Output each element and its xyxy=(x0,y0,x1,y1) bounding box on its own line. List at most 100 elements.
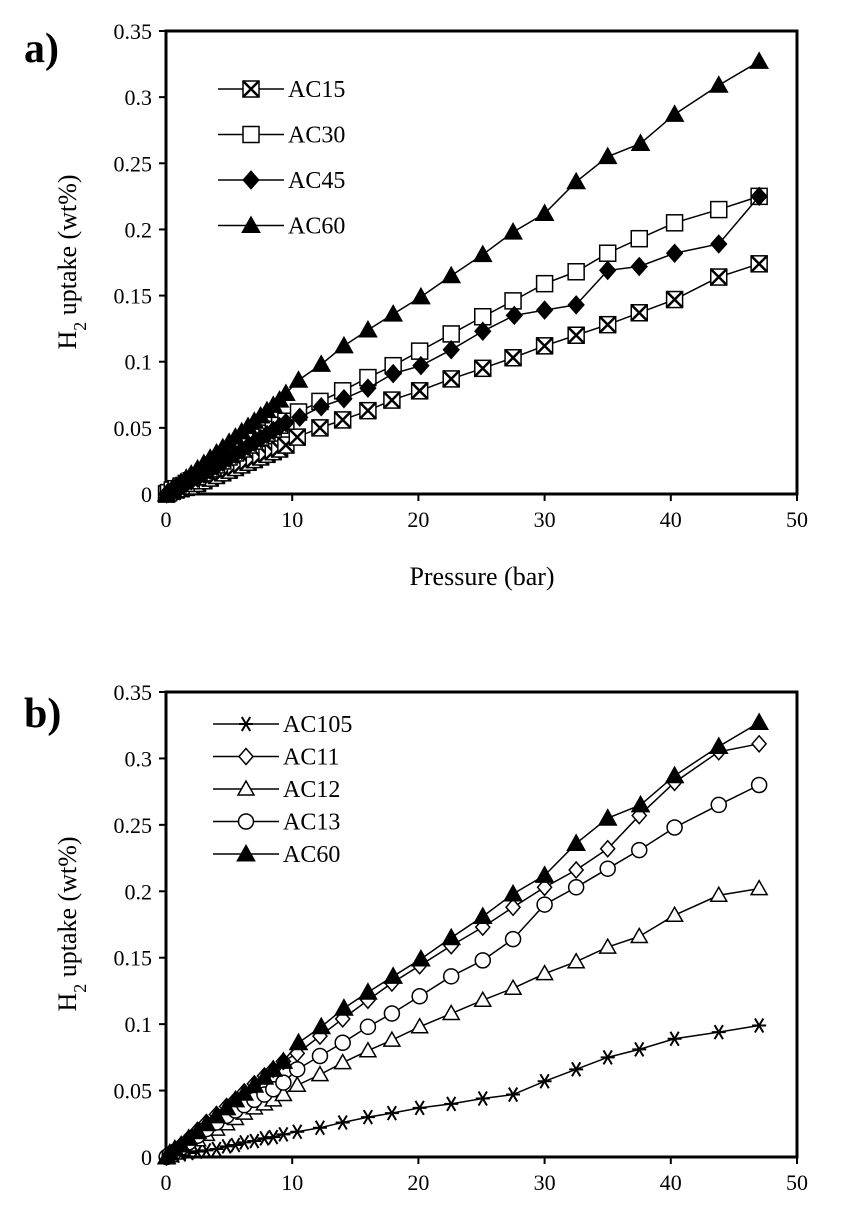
data-point xyxy=(335,389,353,409)
data-point xyxy=(750,186,768,207)
y-tick-label: 0.2 xyxy=(125,217,153,242)
panel-label-a: a) xyxy=(24,26,59,72)
legend-marker xyxy=(238,747,254,766)
data-point xyxy=(503,978,523,996)
legend-label: AC30 xyxy=(288,123,345,149)
y-tick-label: 0 xyxy=(141,1145,152,1170)
x-tick-label: 50 xyxy=(786,1170,808,1195)
y-tick-label: 0.15 xyxy=(114,946,153,971)
x-tick-label: 0 xyxy=(161,1170,172,1195)
data-point xyxy=(708,736,729,754)
legend-item-ac11: AC11 xyxy=(213,745,339,771)
data-point xyxy=(334,998,354,1016)
data-point xyxy=(334,335,354,354)
series-ac12 xyxy=(157,879,769,1164)
data-point xyxy=(384,1105,399,1121)
y-tick-label: 0.15 xyxy=(114,284,153,309)
legend-marker xyxy=(237,813,255,830)
data-point xyxy=(288,428,307,447)
data-point xyxy=(288,370,309,388)
data-point xyxy=(630,229,648,248)
y-tick-label: 0 xyxy=(141,482,152,507)
data-point xyxy=(535,336,554,355)
data-point xyxy=(474,952,492,969)
data-point xyxy=(709,885,729,903)
data-point xyxy=(535,274,554,293)
data-point xyxy=(473,359,492,378)
data-point xyxy=(506,1087,521,1103)
chart-panel-a: a) 0 0.05 0.1 0.15 0.2 0.25 0.3 0.35 0 10 20 30 40 5… xyxy=(24,19,808,591)
data-point xyxy=(749,51,769,69)
data-point xyxy=(598,315,617,334)
legend-item-ac12: AC12 xyxy=(213,777,340,803)
data-point xyxy=(665,290,684,309)
legend-label: AC60 xyxy=(288,214,345,240)
data-point xyxy=(600,1049,615,1065)
data-point xyxy=(568,860,585,880)
y-tick-label: 0.3 xyxy=(125,746,153,771)
data-point xyxy=(444,1096,459,1112)
y-tick-label: 0.1 xyxy=(125,350,153,375)
data-point xyxy=(383,304,404,322)
data-point xyxy=(441,265,462,284)
data-point xyxy=(631,841,648,859)
legend-item-ac15: AC15 xyxy=(218,77,345,103)
data-point xyxy=(567,295,585,315)
data-point xyxy=(567,263,585,281)
data-point xyxy=(504,930,522,948)
series-ac60 xyxy=(156,712,769,1165)
data-point xyxy=(442,340,460,360)
legend-marker xyxy=(239,716,253,732)
data-point xyxy=(311,1016,332,1035)
data-point xyxy=(411,987,428,1005)
data-point xyxy=(275,1074,292,1091)
data-point xyxy=(566,171,587,190)
x-tick-label: 20 xyxy=(407,507,429,532)
y-tick-label: 0.3 xyxy=(125,85,153,110)
x-tick-label: 0 xyxy=(161,507,172,532)
data-point xyxy=(503,883,523,902)
y-tick-label: 0.35 xyxy=(114,19,153,44)
data-point xyxy=(472,244,493,263)
series-layer-a xyxy=(156,51,769,504)
data-point xyxy=(710,796,728,814)
data-point xyxy=(599,260,617,281)
data-point xyxy=(333,1053,352,1070)
x-ticks-b: 0 10 20 30 40 50 xyxy=(161,1157,808,1195)
series-ac60 xyxy=(156,51,769,502)
data-point xyxy=(228,1137,243,1153)
data-point xyxy=(598,244,617,262)
plot-area-a xyxy=(164,29,799,496)
x-tick-label: 10 xyxy=(281,507,303,532)
data-point xyxy=(567,879,585,896)
data-point xyxy=(312,396,330,417)
data-point xyxy=(630,794,651,813)
legend-item-ac30: AC30 xyxy=(218,123,345,149)
data-point xyxy=(750,776,768,794)
data-point xyxy=(358,1041,378,1058)
data-point xyxy=(664,104,685,122)
y-ticks-a: 0 0.05 0.1 0.15 0.2 0.25 0.3 0.35 xyxy=(114,19,166,507)
x-tick-label: 30 xyxy=(534,1170,556,1195)
series-ac13 xyxy=(158,776,768,1166)
data-point xyxy=(410,1017,429,1034)
x-axis-label-a: Pressure (bar) xyxy=(409,562,554,591)
data-point xyxy=(665,243,684,263)
data-point xyxy=(710,234,728,254)
data-point xyxy=(752,1017,767,1033)
data-point xyxy=(442,325,460,343)
data-point xyxy=(358,319,378,338)
x-tick-label: 30 xyxy=(534,507,556,532)
data-point xyxy=(441,927,462,946)
data-point xyxy=(710,200,728,219)
data-point xyxy=(287,1075,307,1093)
data-point xyxy=(334,1034,351,1051)
data-point xyxy=(384,363,402,384)
data-point xyxy=(266,1129,281,1145)
legend-label: AC45 xyxy=(288,168,345,194)
data-point xyxy=(333,411,352,429)
legend-a: AC15 AC30 AC45 AC60 xyxy=(218,77,345,240)
data-point xyxy=(360,1109,375,1125)
data-point xyxy=(276,1126,291,1142)
